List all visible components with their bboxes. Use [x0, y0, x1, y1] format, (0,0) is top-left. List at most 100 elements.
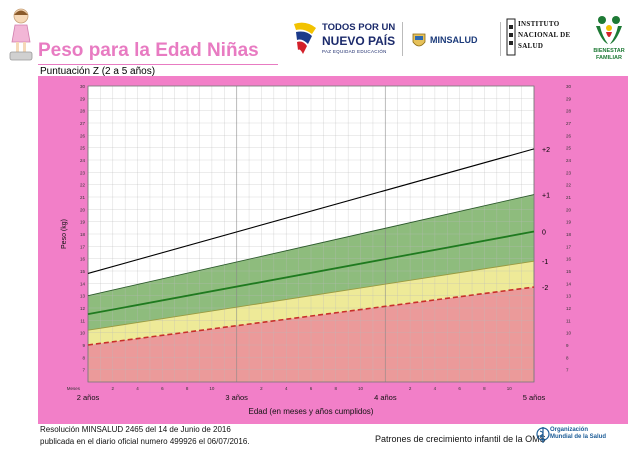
series-line-minus1: [87, 260, 535, 331]
series-label-minus2: -2: [542, 285, 548, 292]
ins-line2: NACIONAL DE: [518, 31, 571, 39]
month-tick-label: 8: [335, 386, 338, 391]
month-axis-label: Meses: [67, 386, 81, 391]
colombia-flag-icon: [294, 22, 316, 54]
ins-line3: SALUD: [518, 42, 544, 50]
y-tick-label-left: 9: [82, 343, 85, 348]
logo-divider: [500, 22, 501, 56]
girl-scale-icon: [9, 8, 33, 61]
y-tick-label-left: 22: [80, 183, 86, 188]
footer-oms-logo-text: Organización Mundial de la Salud: [550, 427, 606, 441]
y-tick-label-left: 7: [82, 368, 85, 373]
month-tick-label: 10: [209, 386, 215, 391]
series-line-minus2: [87, 286, 535, 346]
y-tick-label-right: 21: [566, 195, 572, 200]
weight-for-age-chart: +2 +1 0 -1 -2 7 7 8 8 9 9 10 10 11 11 12 12 13 13 14 14 15 15 1…: [38, 76, 628, 424]
minsalud-logo: MINSALUD: [408, 30, 498, 52]
y-tick-label-left: 8: [82, 355, 85, 360]
footer-resolution: Resolución MINSALUD 2465 del 14 de Junio…: [40, 425, 231, 434]
series-label-0: 0: [542, 230, 546, 237]
y-tick-label-right: 9: [566, 343, 569, 348]
y-tick-label-right: 20: [566, 207, 572, 212]
series-line-plus2: [87, 148, 535, 274]
y-tick-label-right: 11: [566, 318, 571, 323]
logo-divider: [402, 22, 403, 56]
series-label-plus2: +2: [542, 147, 550, 154]
y-tick-label-right: 18: [566, 232, 572, 237]
org-line2: Mundial de la Salud: [550, 434, 607, 440]
y-tick-label-left: 21: [80, 195, 86, 200]
month-tick-label: 6: [310, 386, 313, 391]
month-tick-label: 8: [186, 386, 189, 391]
series-label-plus1: +1: [542, 193, 550, 200]
month-tick-label: 10: [507, 386, 513, 391]
todos-por-un-nuevo-pais-logo: TODOS POR UN NUEVO PAÍS PAZ EQUIDAD EDUC…: [290, 18, 395, 58]
y-tick-label-right: 25: [566, 146, 572, 151]
y-tick-label-left: 12: [80, 306, 86, 311]
y-tick-label-left: 14: [80, 281, 86, 286]
y-tick-label-right: 12: [566, 306, 572, 311]
month-tick-label: 2: [260, 386, 263, 391]
series-line-plus1: [87, 194, 535, 297]
y-tick-label-right: 19: [566, 220, 572, 225]
ins-line1: INSTITUTO: [518, 20, 560, 28]
instituto-nacional-de-salud-logo: INSTITUTO NACIONAL DE SALUD: [506, 14, 582, 64]
year-tick-label: 5 años: [523, 393, 546, 402]
y-tick-label-left: 19: [80, 220, 86, 225]
y-tick-label-right: 7: [566, 368, 569, 373]
family-icon: [596, 16, 622, 44]
x-axis-title: Edad (en meses y años cumplidos): [249, 407, 374, 416]
y-tick-label-left: 25: [80, 146, 86, 151]
bf-line1: BIENESTAR: [593, 48, 625, 54]
y-tick-label-left: 10: [80, 331, 86, 336]
year-tick-label: 2 años: [77, 393, 100, 402]
plot-border: [87, 85, 535, 383]
y-tick-label-right: 23: [566, 170, 572, 175]
month-tick-label: 10: [358, 386, 364, 391]
y-tick-label-left: 11: [80, 318, 85, 323]
y-tick-label-right: 28: [566, 109, 572, 114]
y-tick-label-right: 24: [566, 158, 572, 163]
y-tick-label-left: 23: [80, 170, 86, 175]
y-tick-label-right: 13: [566, 294, 572, 299]
y-tick-label-left: 24: [80, 158, 86, 163]
month-tick-label: 2: [112, 386, 115, 391]
month-tick-label: 6: [458, 386, 461, 391]
year-tick-label: 3 años: [225, 393, 248, 402]
page-title: Peso para la Edad Niñas: [38, 40, 259, 61]
month-tick-label: 4: [434, 386, 437, 391]
y-tick-label-left: 18: [80, 232, 86, 237]
y-tick-label-right: 16: [566, 257, 572, 262]
y-tick-label-left: 28: [80, 109, 86, 114]
y-tick-label-right: 8: [566, 355, 569, 360]
y-tick-label-left: 20: [80, 207, 86, 212]
y-tick-label-right: 10: [566, 331, 572, 336]
tpn-line3: PAZ EQUIDAD EDUCACIÓN: [322, 49, 387, 54]
who-emblem-icon: [536, 427, 550, 443]
series-label-minus1: -1: [542, 259, 548, 266]
year-tick-label: 4 años: [374, 393, 397, 402]
ins-emblem-icon: [506, 18, 516, 56]
y-tick-label-left: 15: [80, 269, 86, 274]
series-line-0: [87, 230, 535, 316]
y-axis-title: Peso (kg): [61, 219, 68, 249]
footer-publication: publicada en el diario oficial numero 49…: [40, 437, 250, 446]
y-tick-label-left: 30: [80, 84, 86, 89]
tpn-line2: NUEVO PAÍS: [322, 34, 396, 48]
y-tick-label-right: 17: [566, 244, 572, 249]
y-tick-label-right: 26: [566, 133, 572, 138]
bf-line2: FAMILIAR: [596, 55, 622, 61]
title-underline: [38, 64, 278, 65]
bienestar-familiar-logo: BIENESTAR FAMILIAR: [584, 14, 634, 64]
y-tick-label-left: 13: [80, 294, 86, 299]
tpn-line1: TODOS POR UN: [322, 22, 396, 33]
coat-of-arms-icon: [412, 33, 426, 47]
y-tick-label-left: 16: [80, 257, 86, 262]
y-tick-label-right: 15: [566, 269, 572, 274]
month-tick-label: 4: [136, 386, 139, 391]
month-tick-label: 6: [161, 386, 164, 391]
y-tick-label-right: 27: [566, 121, 572, 126]
chart-subtitle: Puntuación Z (2 a 5 años): [40, 66, 156, 77]
y-tick-label-right: 30: [566, 84, 572, 89]
month-tick-label: 2: [409, 386, 412, 391]
